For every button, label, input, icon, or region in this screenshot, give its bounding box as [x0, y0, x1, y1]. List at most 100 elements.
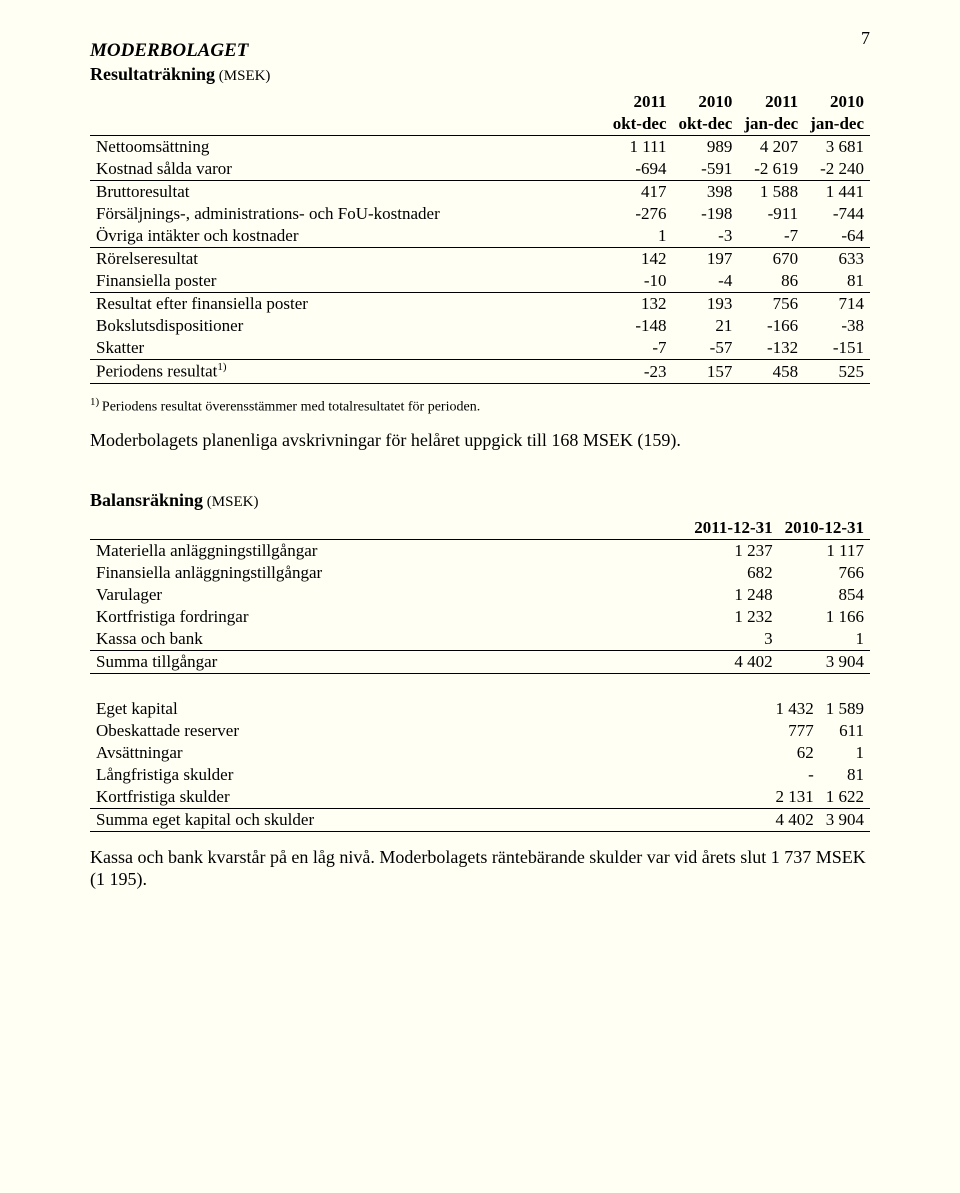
cell-value: 3: [688, 628, 778, 651]
cell-value: 1 588: [738, 181, 804, 204]
cell-value: 611: [820, 720, 870, 742]
cell-value: -198: [673, 203, 739, 225]
col-year: 2011: [607, 91, 673, 113]
col-year: 2010: [804, 91, 870, 113]
cell-value: 777: [770, 720, 820, 742]
row-label: Rörelseresultat: [90, 248, 607, 271]
balance-title-text: Balansräkning: [90, 490, 203, 510]
cell-value: 1 248: [688, 584, 778, 606]
cell-value: 4 207: [738, 136, 804, 159]
row-label: Varulager: [90, 584, 688, 606]
income-title-unit: (MSEK): [215, 68, 270, 84]
table-row: Kortfristiga fordringar1 2321 166: [90, 606, 870, 628]
row-label: Kortfristiga fordringar: [90, 606, 688, 628]
cell-value: 81: [820, 764, 870, 786]
col-period: okt-dec: [673, 113, 739, 136]
row-label: Övriga intäkter och kostnader: [90, 225, 607, 248]
cell-value: 1 589: [820, 698, 870, 720]
table-row: Summa eget kapital och skulder4 4023 904: [90, 808, 870, 831]
col-period: jan-dec: [738, 113, 804, 136]
row-label: Kortfristiga skulder: [90, 786, 770, 809]
cell-value: 1 111: [607, 136, 673, 159]
cell-value: -132: [738, 337, 804, 360]
cell-value: -276: [607, 203, 673, 225]
cell-value: 1: [607, 225, 673, 248]
cell-value: 714: [804, 293, 870, 316]
cell-value: 86: [738, 270, 804, 293]
document-page: 7 MODERBOLAGET Resultaträkning (MSEK) 20…: [0, 0, 960, 1193]
cell-value: 989: [673, 136, 739, 159]
row-label: Summa tillgångar: [90, 650, 688, 673]
cell-value: 756: [738, 293, 804, 316]
cell-value: -151: [804, 337, 870, 360]
cell-value: 1 622: [820, 786, 870, 809]
cell-value: -744: [804, 203, 870, 225]
cell-value: 417: [607, 181, 673, 204]
table-row: Finansiella poster-10-48681: [90, 270, 870, 293]
row-label: Kassa och bank: [90, 628, 688, 651]
table-row: Summa tillgångar4 4023 904: [90, 650, 870, 673]
cell-value: -7: [607, 337, 673, 360]
cell-value: 670: [738, 248, 804, 271]
row-label: Långfristiga skulder: [90, 764, 770, 786]
table-row: Resultat efter finansiella poster1321937…: [90, 293, 870, 316]
cell-value: 1: [820, 742, 870, 764]
footnote: 1) Periodens resultat överensstämmer med…: [90, 396, 870, 416]
table-row: Varulager1 248854: [90, 584, 870, 606]
cell-value: -38: [804, 315, 870, 337]
balance-title-unit: (MSEK): [203, 494, 258, 510]
cell-value: 21: [673, 315, 739, 337]
cell-value: -23: [607, 360, 673, 384]
table-row: Skatter-7-57-132-151: [90, 337, 870, 360]
balance-assets-table: 2011-12-31 2010-12-31 Materiella anläggn…: [90, 517, 870, 674]
cell-value: -7: [738, 225, 804, 248]
cell-value: -: [770, 764, 820, 786]
cash-paragraph: Kassa och bank kvarstår på en låg nivå. …: [90, 846, 870, 891]
table-header-row: 2011-12-31 2010-12-31: [90, 517, 870, 540]
cell-value: -148: [607, 315, 673, 337]
cell-value: -10: [607, 270, 673, 293]
row-label: Materiella anläggningstillgångar: [90, 539, 688, 562]
balance-sheet-title: Balansräkning (MSEK): [90, 490, 870, 511]
row-label: Finansiella poster: [90, 270, 607, 293]
cell-value: -591: [673, 158, 739, 181]
cell-value: 62: [770, 742, 820, 764]
income-statement-table: 2011 2010 2011 2010 okt-dec okt-dec jan-…: [90, 91, 870, 384]
cell-value: 854: [779, 584, 870, 606]
table-row: Övriga intäkter och kostnader1-3-7-64: [90, 225, 870, 248]
cell-value: 1 432: [770, 698, 820, 720]
cell-value: -4: [673, 270, 739, 293]
cell-value: 633: [804, 248, 870, 271]
cell-value: -57: [673, 337, 739, 360]
row-label: Obeskattade reserver: [90, 720, 770, 742]
table-row: Periodens resultat1)-23157458525: [90, 360, 870, 384]
table-row: Försäljnings-, administrations- och FoU-…: [90, 203, 870, 225]
cell-value: 1 232: [688, 606, 778, 628]
table-row: Kostnad sålda varor-694-591-2 619-2 240: [90, 158, 870, 181]
depreciation-paragraph: Moderbolagets planenliga avskrivningar f…: [90, 429, 870, 452]
footnote-marker: 1): [90, 396, 102, 408]
cell-value: 197: [673, 248, 739, 271]
row-label: Bokslutsdispositioner: [90, 315, 607, 337]
row-label: Resultat efter finansiella poster: [90, 293, 607, 316]
cell-value: 3 904: [779, 650, 870, 673]
row-label: Nettoomsättning: [90, 136, 607, 159]
row-label: Finansiella anläggningstillgångar: [90, 562, 688, 584]
cell-value: -64: [804, 225, 870, 248]
row-label: Skatter: [90, 337, 607, 360]
cell-value: 766: [779, 562, 870, 584]
cell-value: -3: [673, 225, 739, 248]
table-row: Avsättningar621: [90, 742, 870, 764]
cell-value: 398: [673, 181, 739, 204]
cell-value: 525: [804, 360, 870, 384]
row-label: Kostnad sålda varor: [90, 158, 607, 181]
cell-value: 1 237: [688, 539, 778, 562]
row-label: Bruttoresultat: [90, 181, 607, 204]
income-title-text: Resultaträkning: [90, 64, 215, 84]
col-period: okt-dec: [607, 113, 673, 136]
cell-value: 1 166: [779, 606, 870, 628]
col-year: 2010: [673, 91, 739, 113]
table-row: Nettoomsättning1 1119894 2073 681: [90, 136, 870, 159]
col-date: 2011-12-31: [688, 517, 778, 540]
cell-value: 3 904: [820, 808, 870, 831]
